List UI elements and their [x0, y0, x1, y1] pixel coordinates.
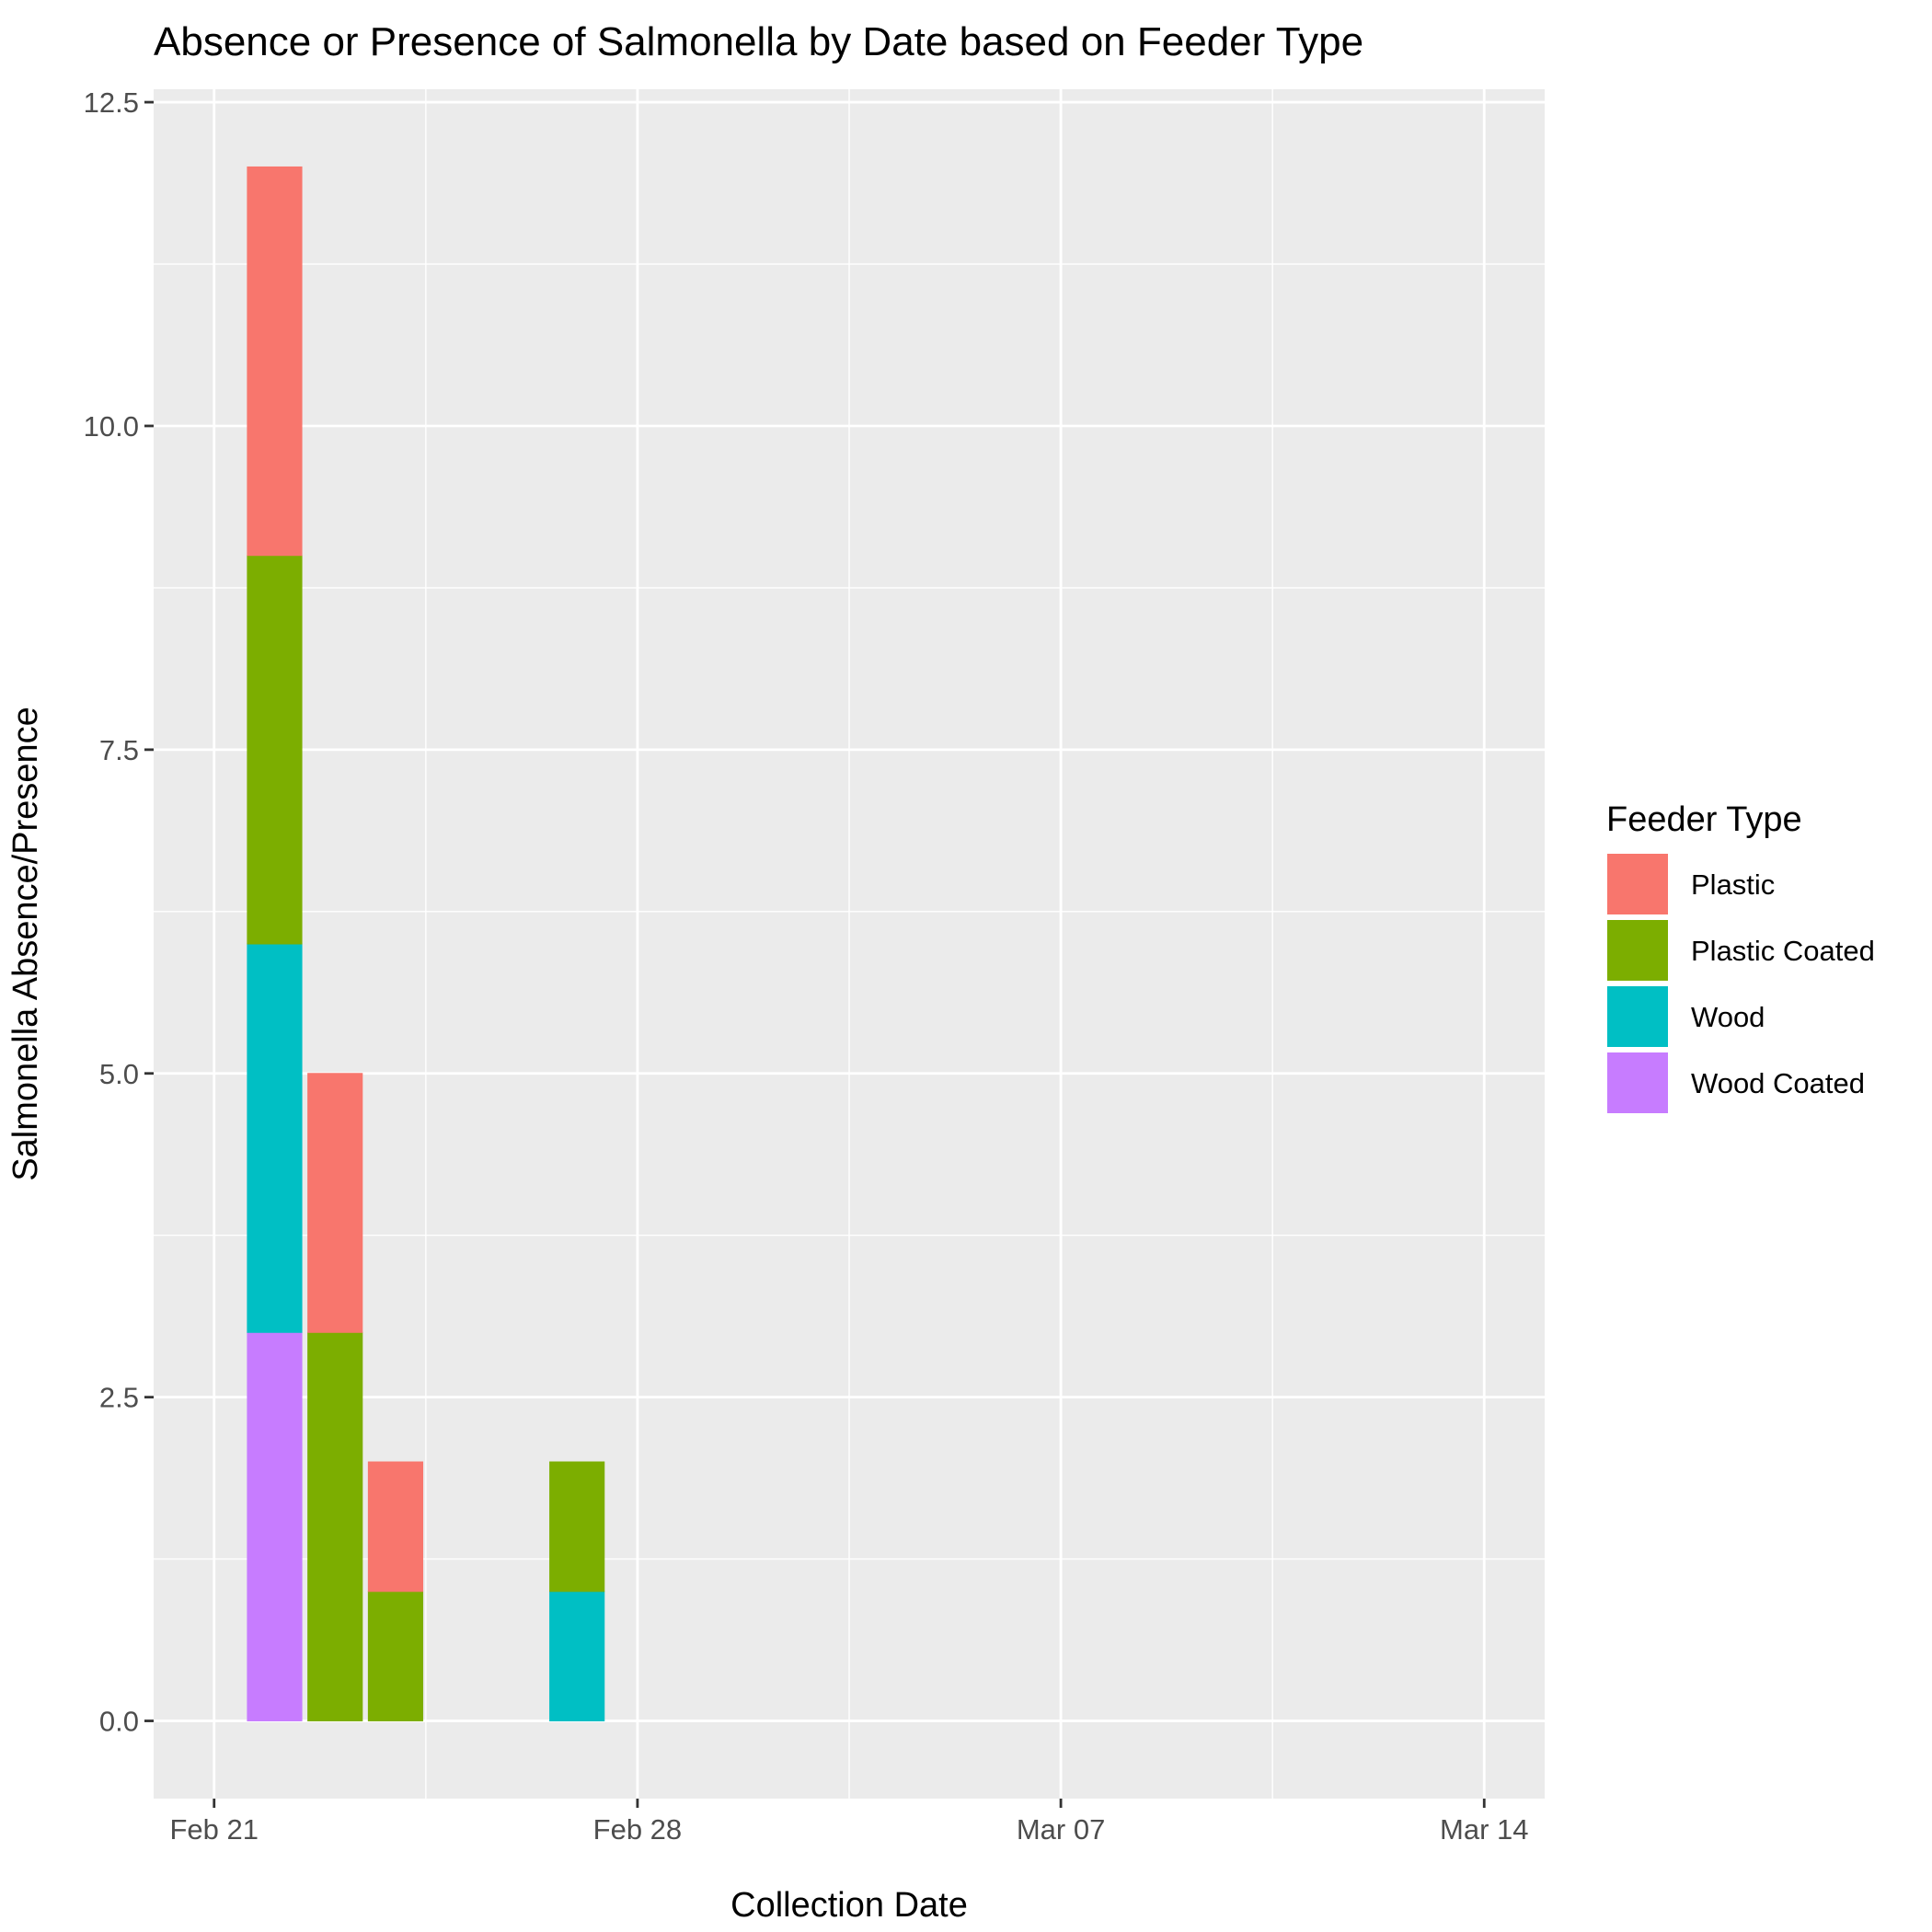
legend-key [1605, 1051, 1670, 1115]
bar-segment-plastic-coated [307, 1331, 363, 1722]
legend-key [1605, 852, 1670, 916]
bar-segment-wood [549, 1591, 605, 1722]
y-tick-label: 12.5 [84, 86, 139, 119]
x-tick-label: Feb 28 [593, 1813, 683, 1846]
axis-layer: 0.0 2.5 5.0 7.5 10.0 12.5 Feb 21 Feb 28 Mar 07 Ma… [84, 86, 1529, 1846]
y-tick-label: 7.5 [99, 734, 139, 766]
x-tick-label: Mar 07 [1017, 1813, 1105, 1846]
x-tick-label: Feb 21 [169, 1813, 259, 1846]
y-tick-label: 10.0 [84, 410, 139, 443]
legend-items: Plastic Plastic Coated Wood Wood Coated [1605, 852, 1875, 1115]
legend-label: Plastic Coated [1691, 935, 1875, 967]
legend-key [1605, 984, 1670, 1049]
x-tick-label: Mar 14 [1440, 1813, 1528, 1846]
legend-key [1605, 918, 1670, 983]
bar-segment-wood [247, 943, 303, 1333]
chart-title: Absence or Presence of Salmonella by Dat… [154, 19, 1363, 64]
bar-segment-plastic-coated [367, 1591, 424, 1722]
bar-segment-wood-coated [247, 1331, 303, 1722]
bar-segment-plastic-coated [549, 1461, 605, 1593]
legend-label: Plastic [1691, 868, 1775, 901]
bar-segment-plastic [247, 166, 303, 557]
legend-label: Wood [1691, 1001, 1765, 1033]
legend-label: Wood Coated [1691, 1067, 1865, 1099]
y-tick-label: 2.5 [99, 1382, 139, 1414]
grid-layer [154, 89, 1545, 1799]
bar-segment-plastic [307, 1073, 363, 1333]
bar-segment-plastic [367, 1461, 424, 1593]
y-tick-label: 5.0 [99, 1058, 139, 1090]
legend: Feeder Type Plastic Plastic Coated Wood Woo… [1605, 800, 1875, 1115]
bars-layer [247, 166, 605, 1722]
bar-segment-plastic-coated [247, 555, 303, 945]
y-tick-label: 0.0 [99, 1706, 139, 1738]
y-axis-title: Salmonella Absence/Presence [6, 707, 45, 1180]
x-axis-title: Collection Date [730, 1886, 968, 1925]
legend-title: Feeder Type [1606, 800, 1802, 839]
